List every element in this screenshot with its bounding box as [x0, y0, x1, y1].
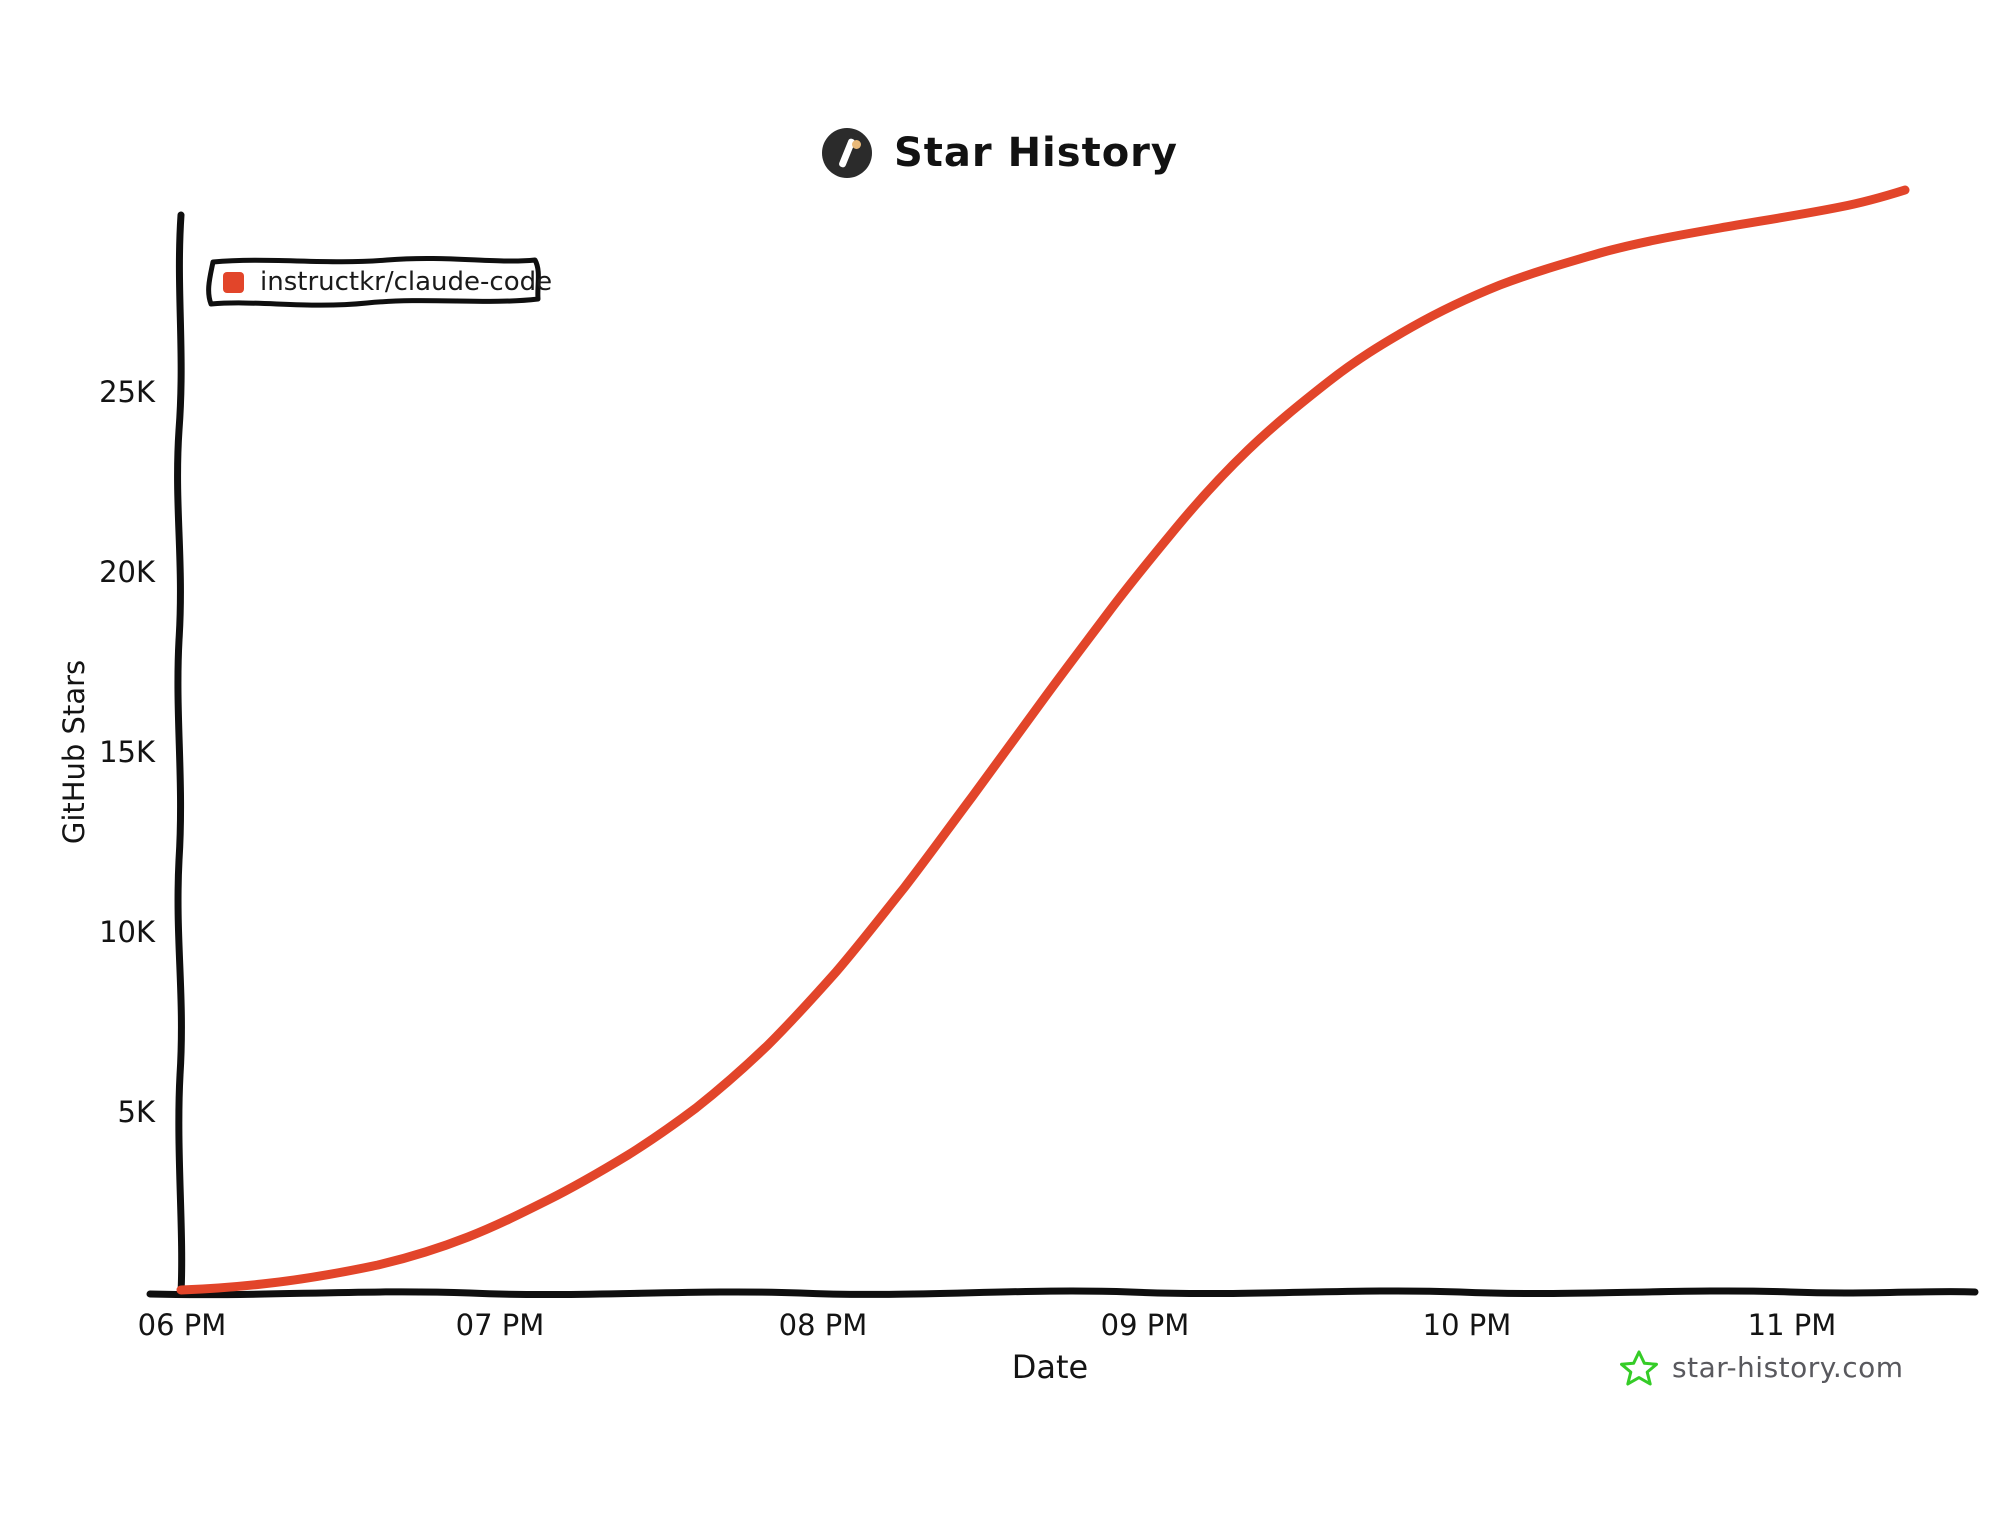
x-tick-label-07pm: 07 PM: [455, 1308, 545, 1342]
legend-swatch-instructkr-claude-code: [223, 271, 244, 293]
y-axis-title: GitHub Stars: [57, 659, 91, 845]
legend-border: [206, 255, 541, 308]
x-tick-label-10pm: 10 PM: [1422, 1308, 1512, 1342]
watermark-text: star-history.com: [1672, 1350, 1904, 1384]
page-title: Star History: [0, 128, 2000, 178]
y-tick-label-20k: 20K: [99, 555, 155, 589]
series-line-instructkr-claude-code: [176, 185, 1910, 1295]
y-tick-label-15k: 15K: [99, 735, 155, 769]
y-tick-label-5k: 5K: [117, 1095, 155, 1129]
green-star-icon: [1620, 1350, 1658, 1386]
legend-label-instructkr-claude-code: instructkr/claude-code: [260, 267, 553, 297]
x-tick-label-08pm: 08 PM: [778, 1308, 868, 1342]
x-axis-title: Date: [1011, 1348, 1089, 1386]
y-tick-label-25k: 25K: [99, 375, 155, 409]
x-axis-line: [146, 1287, 1979, 1299]
watermark[interactable]: star-history.com: [1620, 1348, 1904, 1386]
chart-legend[interactable]: instructkr/claude-code: [197, 249, 553, 315]
x-tick-label-06pm: 06 PM: [137, 1308, 227, 1342]
pen-badge-icon: [822, 128, 872, 178]
page-title-text: Star History: [894, 130, 1178, 176]
y-tick-label-10k: 10K: [99, 915, 155, 949]
x-tick-label-09pm: 09 PM: [1100, 1308, 1190, 1342]
y-axis-line: [174, 211, 186, 1297]
x-tick-label-11pm: 11 PM: [1747, 1308, 1837, 1342]
